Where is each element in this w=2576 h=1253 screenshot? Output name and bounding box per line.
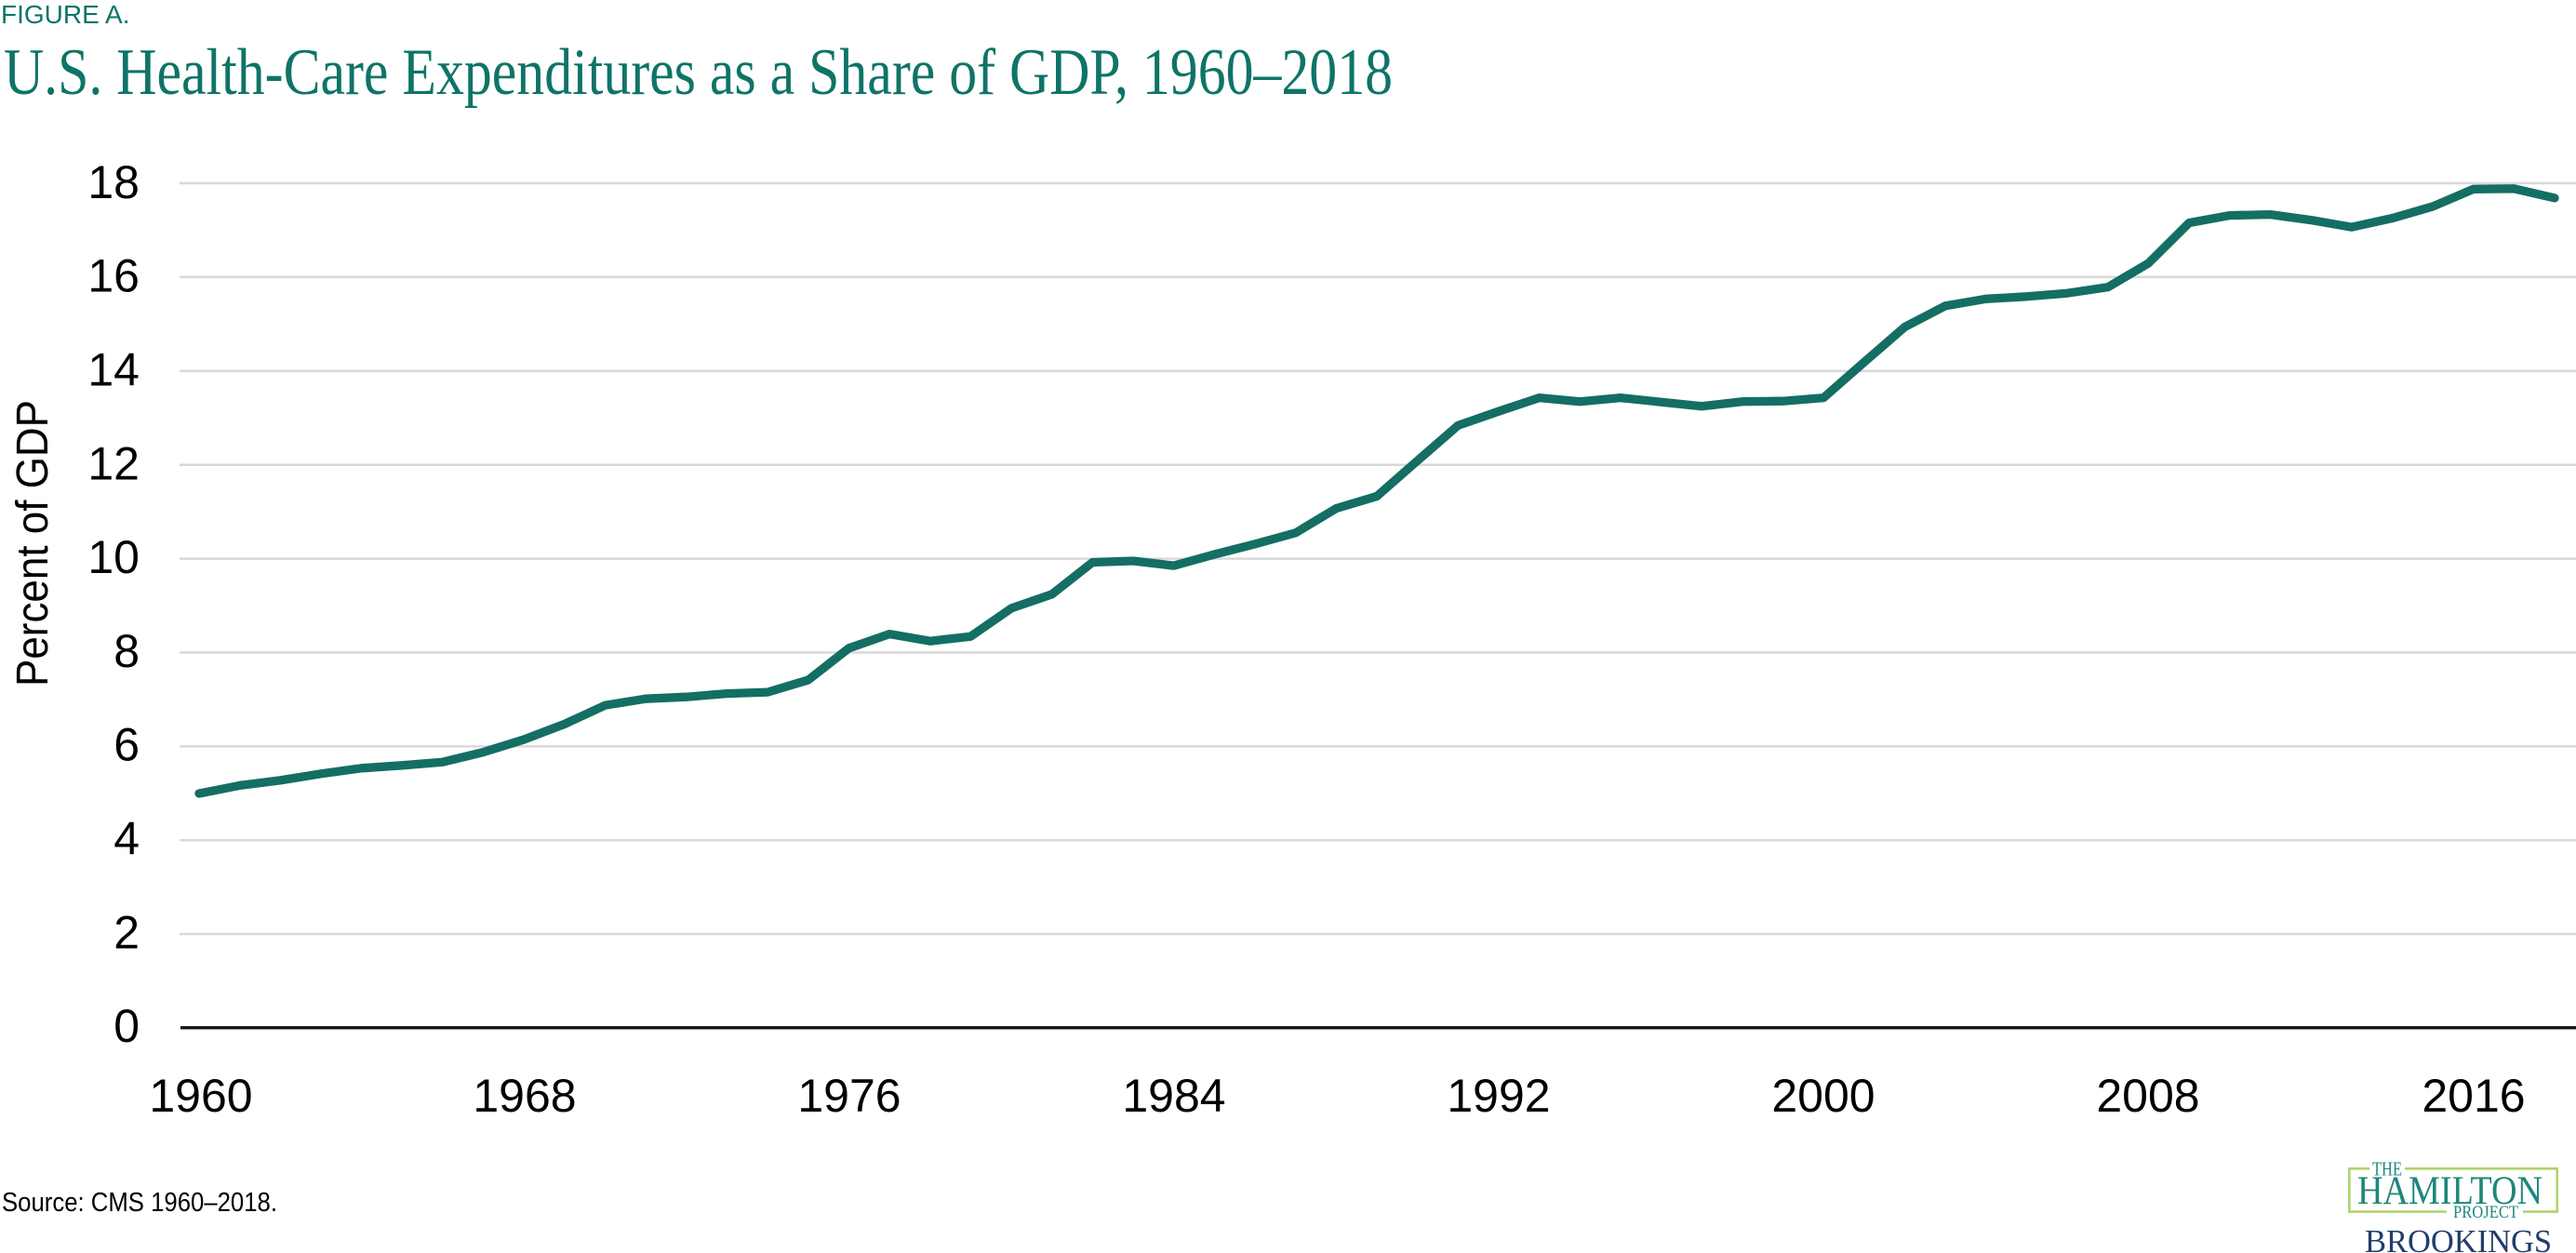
svg-text:1960: 1960 [149, 1070, 252, 1122]
svg-text:HAMILTON: HAMILTON [2357, 1169, 2543, 1213]
svg-text:6: 6 [113, 719, 140, 771]
svg-text:10: 10 [87, 531, 140, 583]
svg-text:16: 16 [87, 250, 140, 302]
svg-text:1968: 1968 [473, 1070, 576, 1122]
svg-text:1976: 1976 [797, 1070, 901, 1122]
svg-text:2: 2 [113, 906, 140, 958]
svg-text:FIGURE A.: FIGURE A. [1, 0, 129, 29]
svg-text:2000: 2000 [1771, 1070, 1875, 1122]
svg-text:2016: 2016 [2422, 1070, 2525, 1122]
svg-text:1984: 1984 [1122, 1070, 1225, 1122]
svg-text:2008: 2008 [2096, 1070, 2199, 1122]
svg-text:THE: THE [2372, 1158, 2402, 1180]
svg-text:PROJECT: PROJECT [2453, 1203, 2518, 1222]
svg-text:14: 14 [87, 344, 140, 396]
svg-text:BROOKINGS: BROOKINGS [2365, 1223, 2552, 1253]
svg-text:Percent of GDP: Percent of GDP [8, 400, 58, 686]
svg-text:0: 0 [113, 1000, 140, 1052]
svg-text:12: 12 [87, 437, 140, 489]
svg-text:8: 8 [113, 625, 140, 677]
svg-text:Source: CMS 1960–2018.: Source: CMS 1960–2018. [2, 1188, 277, 1218]
svg-text:4: 4 [113, 813, 140, 865]
svg-text:1992: 1992 [1447, 1070, 1550, 1122]
svg-text:18: 18 [87, 156, 140, 208]
svg-text:U.S. Health-Care Expenditures: U.S. Health-Care Expenditures as a Share… [4, 36, 1393, 109]
